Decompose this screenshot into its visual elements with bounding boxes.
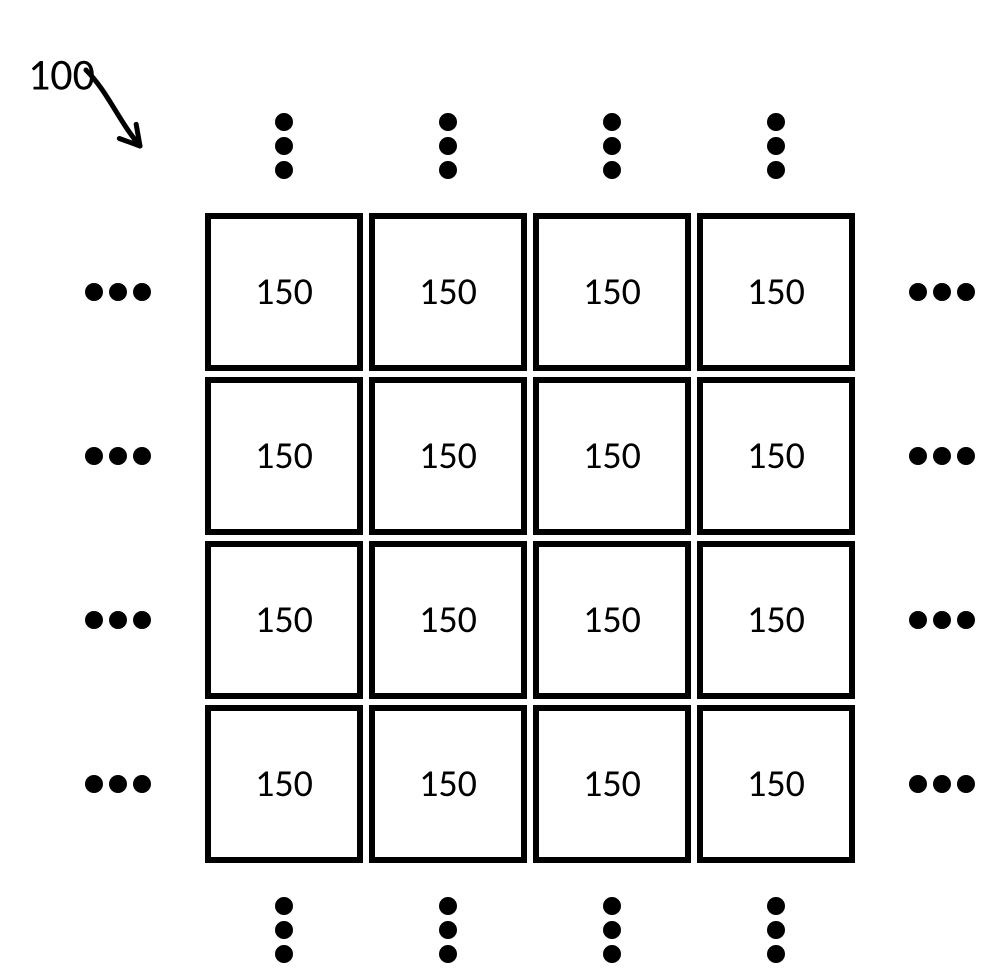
ellipsis-dot xyxy=(933,775,951,793)
grid-cell-label: 150 xyxy=(419,433,477,479)
ellipsis-dot xyxy=(957,447,975,465)
ellipsis-dot xyxy=(909,611,927,629)
ellipsis-dot xyxy=(275,113,293,131)
ellipsis-dot xyxy=(439,945,457,963)
grid-cell-label: 150 xyxy=(255,761,313,807)
ellipsis-dot xyxy=(603,137,621,155)
ellipsis-bottom-col1 xyxy=(439,897,457,963)
ellipsis-dot xyxy=(603,945,621,963)
ellipsis-dot xyxy=(439,161,457,179)
ellipsis-dot xyxy=(603,921,621,939)
ellipsis-dot xyxy=(767,945,785,963)
ellipsis-dot xyxy=(439,137,457,155)
ellipsis-right-row2 xyxy=(909,611,975,629)
ellipsis-dot xyxy=(909,775,927,793)
ellipsis-dot xyxy=(767,897,785,915)
ellipsis-dot xyxy=(85,447,103,465)
ellipsis-dot xyxy=(957,611,975,629)
grid-cell-label: 150 xyxy=(747,269,805,315)
ellipsis-dot xyxy=(439,897,457,915)
ellipsis-dot xyxy=(133,611,151,629)
ellipsis-dot xyxy=(603,113,621,131)
ellipsis-top-col2 xyxy=(603,113,621,179)
ellipsis-bottom-col3 xyxy=(767,897,785,963)
ellipsis-dot xyxy=(767,161,785,179)
grid-cell-label: 150 xyxy=(255,433,313,479)
ellipsis-dot xyxy=(109,775,127,793)
grid-cell-label: 150 xyxy=(583,761,641,807)
ellipsis-bottom-col2 xyxy=(603,897,621,963)
ellipsis-dot xyxy=(603,161,621,179)
ellipsis-dot xyxy=(85,611,103,629)
ellipsis-dot xyxy=(767,921,785,939)
grid-cell-label: 150 xyxy=(255,269,313,315)
ellipsis-dot xyxy=(767,113,785,131)
ellipsis-dot xyxy=(275,897,293,915)
ellipsis-dot xyxy=(439,921,457,939)
ellipsis-dot xyxy=(275,161,293,179)
ellipsis-left-row3 xyxy=(85,775,151,793)
ellipsis-dot xyxy=(109,447,127,465)
ellipsis-top-col1 xyxy=(439,113,457,179)
ellipsis-dot xyxy=(933,447,951,465)
grid-cell-label: 150 xyxy=(419,597,477,643)
ellipsis-dot xyxy=(133,447,151,465)
ellipsis-dot xyxy=(275,137,293,155)
ellipsis-dot xyxy=(909,283,927,301)
grid-cell-label: 150 xyxy=(583,269,641,315)
ellipsis-dot xyxy=(275,921,293,939)
ellipsis-dot xyxy=(275,945,293,963)
ellipsis-top-col3 xyxy=(767,113,785,179)
ellipsis-top-col0 xyxy=(275,113,293,179)
grid-cell-label: 150 xyxy=(747,597,805,643)
grid-cell-label: 150 xyxy=(419,761,477,807)
ellipsis-right-row0 xyxy=(909,283,975,301)
ellipsis-dot xyxy=(957,283,975,301)
ellipsis-dot xyxy=(957,775,975,793)
ellipsis-dot xyxy=(109,611,127,629)
grid-cell-label: 150 xyxy=(747,433,805,479)
grid-cell-label: 150 xyxy=(583,433,641,479)
ellipsis-dot xyxy=(133,775,151,793)
ellipsis-dot xyxy=(933,611,951,629)
ellipsis-dot xyxy=(109,283,127,301)
grid-cell-label: 150 xyxy=(747,761,805,807)
grid-cell-label: 150 xyxy=(255,597,313,643)
ellipsis-left-row2 xyxy=(85,611,151,629)
ellipsis-dot xyxy=(439,113,457,131)
ellipsis-dot xyxy=(933,283,951,301)
reference-label: 100 xyxy=(28,48,95,102)
grid-cell-label: 150 xyxy=(419,269,477,315)
ellipsis-right-row3 xyxy=(909,775,975,793)
ellipsis-dot xyxy=(767,137,785,155)
ellipsis-dot xyxy=(85,283,103,301)
ellipsis-left-row0 xyxy=(85,283,151,301)
ellipsis-dot xyxy=(133,283,151,301)
ellipsis-dot xyxy=(603,897,621,915)
ellipsis-dot xyxy=(85,775,103,793)
ellipsis-left-row1 xyxy=(85,447,151,465)
ellipsis-right-row1 xyxy=(909,447,975,465)
patent-figure: 150 150 150 150 150 150 150 150 150 150 150 150 150 1… xyxy=(0,0,1000,976)
grid-cell-label: 150 xyxy=(583,597,641,643)
ellipsis-dot xyxy=(909,447,927,465)
ellipsis-bottom-col0 xyxy=(275,897,293,963)
